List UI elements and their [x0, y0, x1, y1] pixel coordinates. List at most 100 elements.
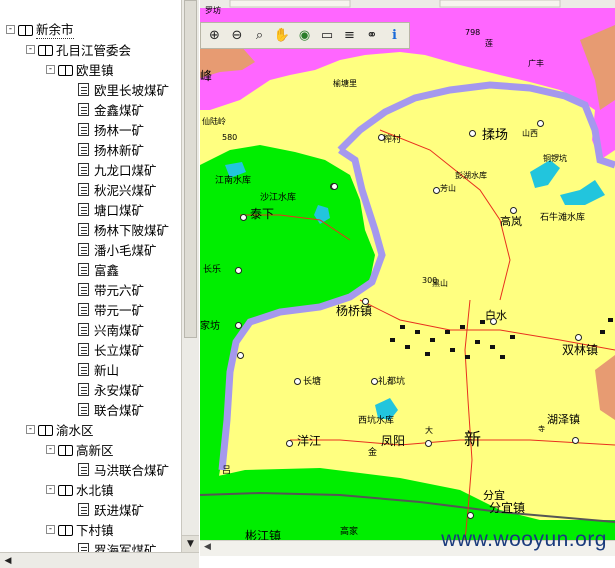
tree-vertical-scrollbar[interactable]: ▼ [181, 0, 199, 552]
scroll-left-arrow-icon[interactable]: ◀ [4, 555, 12, 566]
tree-scroll-thumb[interactable] [184, 0, 197, 338]
top-tab-1 [229, 0, 351, 8]
tree-node-label: 九龙口煤矿 [94, 162, 157, 178]
document-icon [78, 302, 89, 316]
tree-node-label: 高新区 [76, 442, 114, 458]
collapse-toggle-icon[interactable]: - [26, 43, 35, 54]
map-place-label: 彬江镇 [245, 529, 282, 540]
tree-leaf-item[interactable]: 跃进煤矿 [78, 499, 144, 519]
map-place-label: 分宜镇 [489, 501, 526, 515]
collapse-toggle-icon[interactable]: - [46, 63, 55, 74]
county-border-west [218, 147, 386, 471]
tree-leaf-item[interactable]: 金鑫煤矿 [78, 99, 144, 119]
map-place-label: 揉场 [482, 128, 509, 143]
tree-leaf-item[interactable]: 带元六矿 [78, 279, 144, 299]
tree-horizontal-scrollbar[interactable]: ◀ [0, 552, 199, 568]
pan-hand-icon[interactable]: ✋ [273, 28, 291, 43]
map-horizontal-scrollbar[interactable]: ◀ [200, 540, 615, 556]
place-marker[interactable] [572, 437, 579, 444]
place-marker[interactable] [286, 440, 293, 447]
tree-leaf-item[interactable]: 潘小毛煤矿 [78, 239, 157, 259]
place-marker[interactable] [575, 334, 582, 341]
tree-leaf-item[interactable]: 联合煤矿 [78, 399, 144, 419]
place-marker[interactable] [294, 378, 301, 385]
tree-node-label: 新山 [94, 362, 120, 378]
document-icon [78, 542, 89, 552]
place-marker[interactable] [235, 322, 242, 329]
collapse-toggle-icon[interactable]: - [6, 23, 15, 34]
place-marker[interactable] [362, 298, 369, 305]
collapse-toggle-icon[interactable]: - [46, 483, 55, 494]
place-marker[interactable] [467, 512, 474, 519]
zoom-out-icon[interactable]: ⊖ [231, 28, 243, 43]
place-marker[interactable] [240, 214, 247, 221]
tree-leaf-item[interactable]: 富鑫 [78, 259, 119, 279]
map-place-label: 580 [222, 133, 238, 142]
scroll-down-arrow-icon[interactable]: ▼ [182, 535, 199, 552]
tree-leaf-item[interactable]: 马洪联合煤矿 [78, 459, 169, 479]
tree-node-label: 长立煤矿 [94, 342, 145, 358]
folder-book-icon [38, 423, 53, 436]
tree-leaf-item[interactable]: 永安煤矿 [78, 379, 144, 399]
tree-leaf-item[interactable]: 带元一矿 [78, 299, 144, 319]
info-icon[interactable]: i [392, 28, 397, 43]
document-icon [78, 242, 89, 256]
region-tree[interactable]: - 新余市 - 孔目江管委会 - 欧里镇 欧里长坡煤矿 金鑫煤矿 扬林一矿 扬林新矿九龙口煤矿 秋泥… [0, 0, 181, 552]
water-xikeng [375, 398, 398, 420]
collapse-toggle-icon[interactable]: - [46, 443, 55, 454]
map-place-label: 洋江 [297, 434, 322, 448]
water-jiangnan [225, 162, 246, 178]
map-place-label: 杨桥镇 [336, 304, 373, 318]
tree-leaf-item[interactable]: 扬林新矿 [78, 139, 144, 159]
tree-node[interactable]: - 新余市 [6, 19, 74, 39]
tree-node[interactable]: - 渝水区 [26, 419, 94, 439]
place-marker[interactable] [490, 318, 497, 325]
place-marker[interactable] [331, 183, 338, 190]
tree-node[interactable]: - 孔目江管委会 [26, 39, 131, 59]
document-icon [78, 402, 89, 416]
zoom-in-icon[interactable]: ⊕ [209, 28, 220, 43]
place-marker[interactable] [235, 267, 242, 274]
place-marker[interactable] [237, 352, 244, 359]
tree-leaf-item[interactable]: 秋泥兴煤矿 [78, 179, 157, 199]
collapse-toggle-icon[interactable]: - [26, 423, 35, 434]
tree-node-label: 潘小毛煤矿 [94, 242, 157, 258]
map-scroll-left-icon[interactable]: ◀ [204, 542, 211, 552]
measure-icon[interactable]: ▭ [320, 28, 334, 43]
tree-leaf-item[interactable]: 塘口煤矿 [78, 199, 144, 219]
place-marker[interactable] [378, 134, 385, 141]
tree-leaf-item[interactable]: 兴南煤矿 [78, 319, 144, 339]
place-marker[interactable] [469, 130, 476, 137]
place-marker[interactable] [371, 378, 378, 385]
road-2 [359, 299, 615, 351]
map-svg[interactable] [200, 0, 615, 540]
tree-leaf-item[interactable]: 罗海军煤矿 [78, 539, 157, 552]
map-place-label: 芳山 [440, 184, 456, 193]
layers-icon[interactable]: ≡ [344, 28, 355, 43]
tree-leaf-item[interactable]: 欧里长坡煤矿 [78, 79, 169, 99]
place-marker[interactable] [510, 207, 517, 214]
globe-icon[interactable]: ◉ [298, 28, 311, 43]
tree-node[interactable]: - 水北镇 [46, 479, 114, 499]
binoculars-icon[interactable]: ⚭ [366, 28, 378, 43]
tree-node[interactable]: - 下村镇 [46, 519, 114, 539]
map-place-label: 石牛滩水库 [540, 213, 586, 223]
zoom-region-icon[interactable]: ⌕ [255, 28, 264, 43]
tree-node[interactable]: - 高新区 [46, 439, 114, 459]
tree-leaf-item[interactable]: 新山 [78, 359, 119, 379]
place-marker[interactable] [425, 440, 432, 447]
tree-node[interactable]: - 欧里镇 [46, 59, 114, 79]
document-icon [78, 222, 89, 236]
collapse-toggle-icon[interactable]: - [46, 523, 55, 534]
map-canvas[interactable]: 798 广丰 榆塘里 仙陆岭 580 揉场 山西 铜锣坑 彭湖水库 芳山 高岚 石牛滩水库 江南水库 沙江… [200, 0, 615, 540]
tree-leaf-item[interactable]: 九龙口煤矿 [78, 159, 157, 179]
map-place-label: 莲 [485, 39, 493, 48]
document-icon [78, 462, 89, 476]
place-marker[interactable] [433, 187, 440, 194]
tree-leaf-item[interactable]: 长立煤矿 [78, 339, 144, 359]
tree-node-label: 马洪联合煤矿 [94, 462, 170, 478]
tree-leaf-item[interactable]: 杨林下陂煤矿 [78, 219, 169, 239]
tree-leaf-item[interactable]: 扬林一矿 [78, 119, 144, 139]
place-marker[interactable] [537, 120, 544, 127]
salmon-patch-lower [595, 355, 615, 420]
